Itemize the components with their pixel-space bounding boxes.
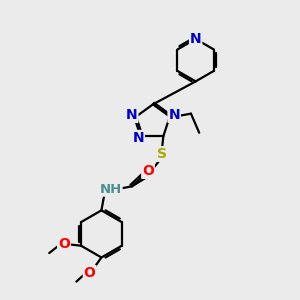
Text: N: N (132, 131, 144, 145)
Text: N: N (126, 108, 137, 122)
Text: N: N (168, 108, 180, 122)
Text: N: N (190, 32, 202, 46)
Text: NH: NH (100, 183, 122, 196)
Text: O: O (142, 164, 154, 178)
Text: O: O (58, 237, 70, 251)
Text: S: S (157, 147, 167, 161)
Text: O: O (84, 266, 96, 280)
